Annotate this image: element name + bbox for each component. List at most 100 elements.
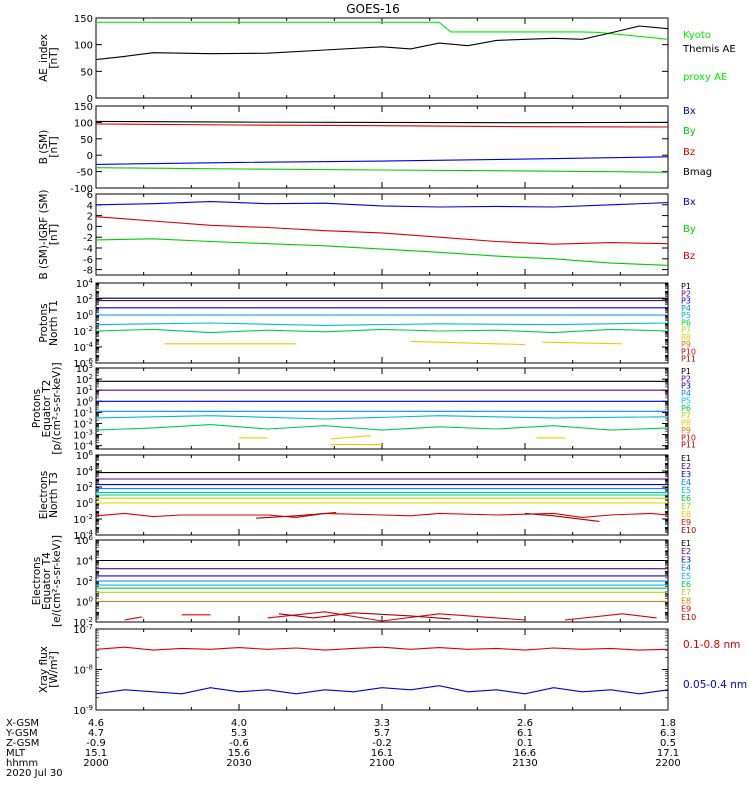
date-label: 2020 Jul 30 xyxy=(6,768,63,779)
y-tick-label: 10-2 xyxy=(73,513,93,526)
legend-label: E2 xyxy=(681,547,691,556)
x-axis-value: 1.8 xyxy=(660,718,676,729)
y-tick-label: 101 xyxy=(76,384,93,397)
y-tick-label: -4 xyxy=(83,244,93,255)
y-tick-label: 4 xyxy=(87,201,93,212)
x-axis-value: 4.0 xyxy=(231,718,247,729)
legend-label: P5 xyxy=(681,396,691,405)
legend-label: P5 xyxy=(681,311,691,320)
series-p8c xyxy=(542,341,623,345)
legend-label: P6 xyxy=(681,404,691,413)
legend-label: 0.05-0.4 nm xyxy=(683,679,747,691)
series-0-1-0-8-nm xyxy=(95,646,669,651)
series-themis-ae xyxy=(95,25,669,61)
series-e10 xyxy=(256,512,337,519)
legend-label: E10 xyxy=(681,526,696,535)
legend-label: P2 xyxy=(681,289,691,298)
legend-label: P10 xyxy=(681,433,696,442)
y-tick-label: 104 xyxy=(76,465,94,478)
x-axis-value: -0.9 xyxy=(86,738,106,749)
series-e9c xyxy=(267,611,526,622)
y-axis-label: AE_index xyxy=(38,34,50,82)
series-by xyxy=(95,238,669,266)
legend-label: P2 xyxy=(681,374,691,383)
legend-label: P1 xyxy=(681,367,691,376)
x-axis-value: 2.6 xyxy=(517,718,533,729)
legend-label: P11 xyxy=(681,355,696,364)
plot-frame xyxy=(95,105,669,189)
y-axis-label: [nT] xyxy=(48,224,60,245)
y-axis-label: [e/(cm²-s-sr-keV)] xyxy=(51,535,63,627)
series-bz xyxy=(95,123,669,128)
legend-label: E1 xyxy=(681,539,691,548)
x-axis-value: 16.6 xyxy=(514,748,536,759)
y-tick-label: 10-2 xyxy=(73,417,93,430)
legend-label: E8 xyxy=(681,596,691,605)
y-tick-label: 10-2 xyxy=(73,325,93,338)
legend-label: Bz xyxy=(683,251,695,262)
y-tick-label: -2 xyxy=(83,233,93,244)
y-tick-label: 150 xyxy=(74,102,93,113)
legend-label: P7 xyxy=(681,326,691,335)
legend-label: P8 xyxy=(681,419,691,428)
y-tick-label: 10-2 xyxy=(73,616,93,629)
y-axis-label: Electrons xyxy=(31,557,43,606)
y-tick-label: 100 xyxy=(76,596,93,609)
y-tick-label: 6 xyxy=(87,190,93,201)
y-axis-label: Equator T4 xyxy=(41,552,53,610)
series-e10b xyxy=(524,512,600,522)
series-p5 xyxy=(95,415,669,420)
y-tick-label: -6 xyxy=(83,255,93,266)
x-axis-value: 17.1 xyxy=(657,748,679,759)
y-tick-label: 10-9 xyxy=(73,704,93,717)
x-axis-value: -0.6 xyxy=(229,738,249,749)
series-p6 xyxy=(95,424,669,431)
legend-label: E8 xyxy=(681,510,691,519)
x-axis-value: 5.7 xyxy=(374,728,390,739)
y-tick-label: 10-4 xyxy=(73,341,93,354)
legend-label: P4 xyxy=(681,389,691,398)
series-e10 xyxy=(278,612,451,620)
x-axis-value: 15.1 xyxy=(85,748,107,759)
y-tick-label: 50 xyxy=(80,135,93,146)
y-tick-label: 150 xyxy=(74,14,93,25)
legend-label: E6 xyxy=(681,494,691,503)
legend-label: E5 xyxy=(681,486,691,495)
y-tick-label: -50 xyxy=(77,168,93,179)
x-axis-value: 16.1 xyxy=(371,748,393,759)
legend-label: P4 xyxy=(681,304,691,313)
y-tick-label: 104 xyxy=(76,277,94,290)
legend-label: P3 xyxy=(681,297,691,306)
legend-label: Bmag xyxy=(683,167,712,178)
series-kyoto-proxy-ae xyxy=(96,21,669,40)
y-axis-label: North T3 xyxy=(48,472,60,518)
x-axis-value: 4.6 xyxy=(88,718,104,729)
y-axis-label: [W/m²] xyxy=(48,651,60,688)
legend-label: E9 xyxy=(681,605,691,614)
y-tick-label: 103 xyxy=(76,362,93,375)
y-tick-label: 102 xyxy=(76,373,93,386)
y-axis-label: B (SM) xyxy=(38,130,50,164)
series-by xyxy=(95,167,669,173)
series-p6 xyxy=(95,328,669,334)
y-axis-label: [nT] xyxy=(48,47,60,68)
legend-label: Bz xyxy=(683,147,695,158)
series-bx xyxy=(95,201,669,208)
y-axis-label: North T1 xyxy=(48,300,60,346)
legend-label: P9 xyxy=(681,340,691,349)
x-axis-row-label: Y-GSM xyxy=(5,728,38,739)
x-axis-value: 2030 xyxy=(226,758,251,769)
y-tick-label: 10-4 xyxy=(73,440,93,453)
series-p8b xyxy=(410,340,526,346)
plot-frame xyxy=(95,367,669,450)
legend-label: P8 xyxy=(681,333,691,342)
x-axis-value: 2130 xyxy=(512,758,537,769)
y-axis-label: [nT] xyxy=(48,136,60,157)
x-axis-value: 3.3 xyxy=(374,718,390,729)
x-axis-value: 2000 xyxy=(83,758,108,769)
legend-label: E3 xyxy=(681,555,691,564)
